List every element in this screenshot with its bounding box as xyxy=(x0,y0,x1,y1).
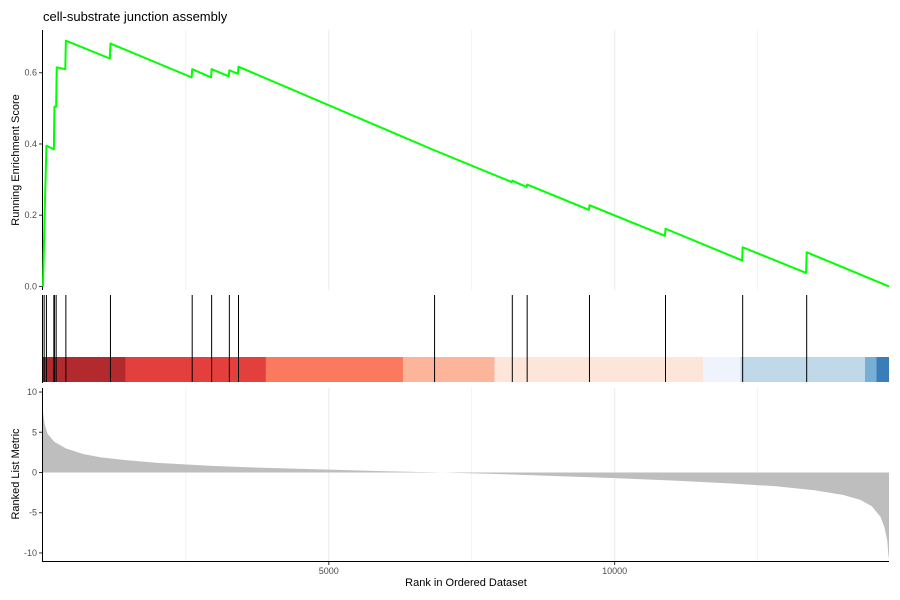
enrichment-y-tick-label: 0.4 xyxy=(24,139,37,149)
x-tick-label: 10000 xyxy=(602,566,627,576)
enrichment-score-panel: 0.0 0.2 0.4 0.6 Running Enrichment Score xyxy=(10,30,890,291)
ranked-metric-area xyxy=(43,412,889,560)
rank-color-band xyxy=(494,357,704,382)
rank-color-band xyxy=(876,357,889,382)
rank-color-band xyxy=(740,357,865,382)
ranked-y-tick-label: -10 xyxy=(24,548,37,558)
ranked-y-tick-label: 5 xyxy=(32,427,37,437)
enrichment-score-line xyxy=(42,39,890,288)
rank-color-band xyxy=(864,357,877,382)
enrichment-y-axis-title: Running Enrichment Score xyxy=(10,94,22,225)
ranked-y-axis-title: Ranked List Metric xyxy=(10,428,22,520)
ranked-y-tick-label: -5 xyxy=(29,508,37,518)
rank-color-band xyxy=(703,357,741,382)
rank-color-band xyxy=(125,357,266,382)
ranked-y-tick-label: 10 xyxy=(27,387,37,397)
x-axis-title: Rank in Ordered Dataset xyxy=(405,577,527,589)
ranked-y-tick-label: 0 xyxy=(32,467,37,477)
chart-title: cell-substrate junction assembly xyxy=(43,9,228,24)
rank-color-band xyxy=(265,357,404,382)
ranked-metric-panel: 10 5 0 -5 -10 5000 10000 Rank in Ordered Data… xyxy=(10,387,889,589)
hits-panel xyxy=(42,295,889,383)
enrichment-y-tick-label: 0.6 xyxy=(24,68,37,78)
rank-color-band xyxy=(43,357,126,382)
enrichment-y-tick-label: 0.0 xyxy=(24,281,37,291)
enrichment-y-tick-label: 0.2 xyxy=(24,210,37,220)
x-tick-label: 5000 xyxy=(319,566,339,576)
rank-color-band xyxy=(403,357,495,382)
